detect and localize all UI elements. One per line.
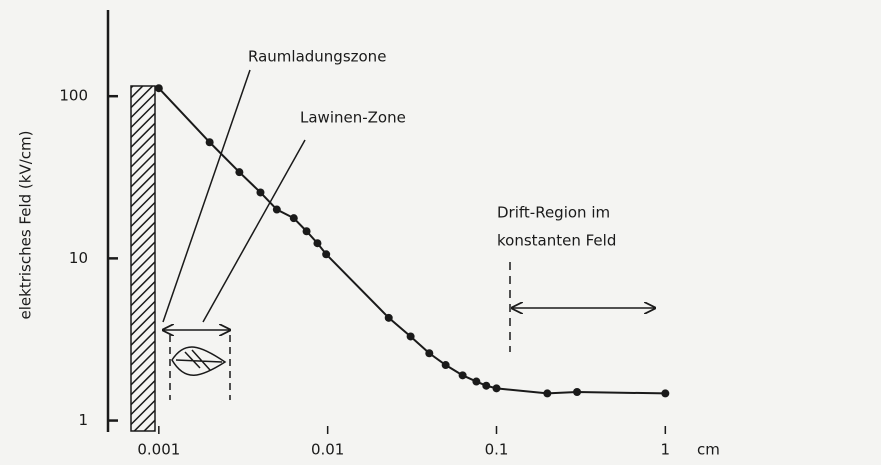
y-tick-label: 100 — [59, 87, 88, 105]
y-axis-label: elektrisches Feld (kV/cm) — [17, 131, 35, 320]
annotation: Drift-Region im — [497, 204, 610, 222]
data-point — [322, 250, 331, 259]
data-point — [573, 387, 582, 396]
annotation-line — [202, 139, 306, 323]
data-point — [272, 205, 281, 214]
annotation: Raumladungszone — [248, 48, 386, 66]
y-tick-label: 10 — [69, 249, 88, 267]
data-point — [289, 214, 298, 223]
data-point — [384, 313, 393, 322]
annotation: konstanten Feld — [497, 232, 616, 250]
x-tick-label: 0.1 — [485, 441, 509, 459]
x-tick-label: 0.001 — [137, 441, 180, 459]
data-point — [472, 377, 481, 386]
data-point — [154, 84, 163, 93]
data-point — [256, 188, 265, 197]
x-tick-label: 1 — [661, 441, 671, 459]
avalanche-icon — [171, 346, 227, 376]
data-point — [492, 384, 501, 393]
y-tick-label: 1 — [78, 411, 88, 429]
annotation-line — [162, 69, 251, 323]
data-point — [205, 138, 214, 147]
data-point — [661, 389, 670, 398]
data-point — [482, 381, 491, 390]
depletion-layer — [130, 85, 156, 432]
data-point — [406, 332, 415, 341]
data-point — [313, 239, 322, 248]
data-point — [441, 361, 450, 370]
data-point — [458, 371, 467, 380]
x-tick-label: 0.01 — [311, 441, 344, 459]
x-axis-unit: cm — [697, 441, 720, 459]
data-point — [425, 349, 434, 358]
annotation: Lawinen-Zone — [300, 109, 406, 127]
data-point — [235, 168, 244, 177]
data-point — [302, 227, 311, 236]
data-point — [543, 389, 552, 398]
